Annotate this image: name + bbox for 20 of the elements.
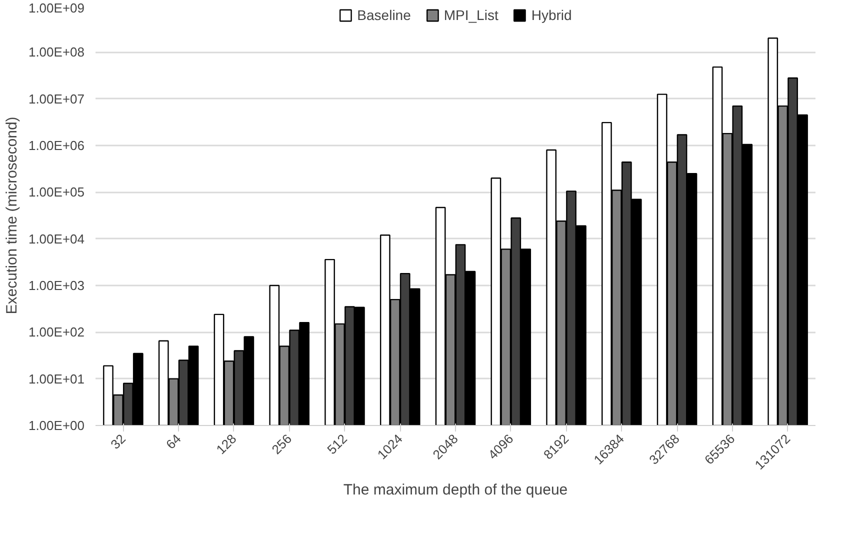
y-tick-label: 1.00E+08 — [28, 44, 85, 60]
y-tick-label: 1.00E+00 — [28, 418, 85, 433]
y-axis-title: Execution time (microsecond) — [3, 116, 20, 314]
x-tick-label: 256 — [268, 431, 295, 458]
x-tick-label: 512 — [324, 431, 350, 458]
x-tick-label: 64 — [163, 431, 184, 452]
x-tick-label: 128 — [213, 431, 240, 458]
legend-label: Baseline — [357, 7, 411, 23]
y-tick-label: 1.00E+09 — [28, 0, 85, 16]
legend-label: MPI_List — [444, 7, 498, 23]
y-tick-label: 1.00E+06 — [28, 138, 85, 153]
x-tick-label: 32 — [108, 431, 128, 452]
y-tick-label: 1.00E+03 — [28, 278, 85, 293]
y-tick-label: 1.00E+01 — [28, 371, 85, 386]
y-tick-label: 1.00E+05 — [28, 184, 85, 200]
legend-label: Hybrid — [531, 7, 572, 23]
x-axis-title: The maximum depth of the queue — [343, 482, 568, 499]
y-tick-label: 1.00E+02 — [28, 324, 85, 340]
y-tick-label: 1.00E+04 — [28, 231, 85, 246]
y-tick-label: 1.00E+07 — [28, 91, 85, 106]
